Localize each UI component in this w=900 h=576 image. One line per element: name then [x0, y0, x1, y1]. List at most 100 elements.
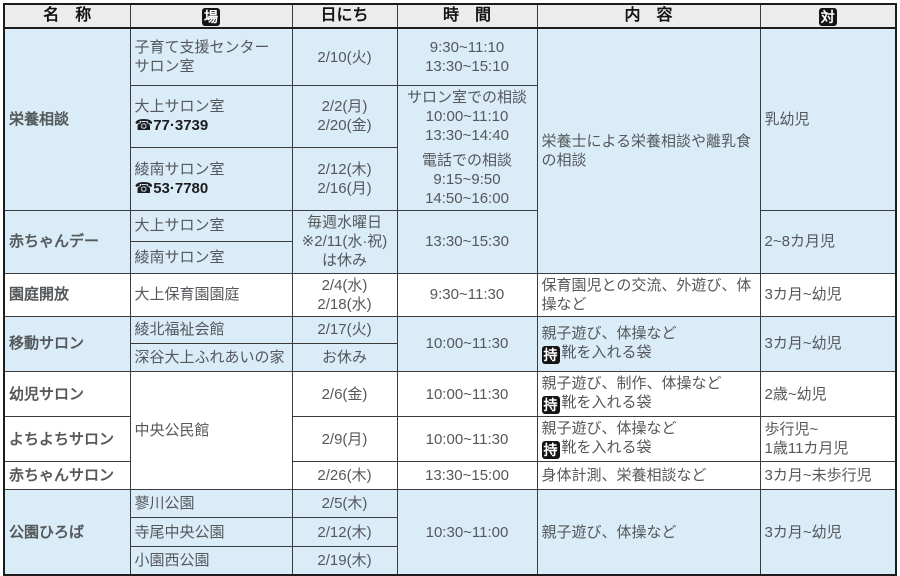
header-name-label: 名 称: [43, 7, 92, 24]
place-line: 子育て支援センター: [134, 39, 270, 57]
row-yoji: 幼児サロン 中央公民館 2/6(金) 10:00~11:30 親子遊び、制作、体…: [3, 371, 897, 491]
row-ido-1: 移動サロン 綾北福祉会館 2/17(火) 10:00~11:30 親子遊び、体操…: [3, 316, 897, 373]
ido-content-cell: 親子遊び、体操など 持靴を入れる袋: [536, 316, 761, 373]
phone-line: ☎77·3739: [135, 116, 288, 135]
ido-place-2-cell: 深谷大上ふれあいの家: [129, 343, 293, 373]
row-akachan-day-1: 赤ちゃんデー 大上サロン室 毎週水曜日 ※2/11(水·祝) は休み 13:30…: [3, 210, 897, 274]
akachan-day-time-cell: 13:30~15:30: [396, 210, 538, 274]
target-badge-icon: 対: [818, 8, 837, 26]
akachan-salon-target-cell: 3カ月~未歩行児: [759, 461, 897, 491]
bring-badge-icon: 持: [541, 396, 560, 415]
akachan-day-place-1-cell: 大上サロン室: [129, 210, 293, 242]
header-time-label: 時 間: [442, 7, 491, 24]
time-line: サロン室での相談: [406, 88, 527, 106]
yochiyochi-date-cell: 2/9(月): [291, 416, 398, 463]
time-line: 14:50~16:00: [425, 189, 509, 207]
time-line: 10:00~11:30: [425, 385, 509, 403]
bring-text: 靴を入れる袋: [561, 344, 652, 362]
kouen-date-3-cell: 2/19(木): [291, 546, 398, 576]
header-time: 時 間: [396, 3, 538, 30]
bring-line: 持靴を入れる袋: [541, 343, 756, 365]
bring-badge-icon: 持: [541, 346, 560, 365]
eiyo-name-cell: 栄養相談: [3, 27, 131, 212]
row-kouen-1: 公園ひろば 蓼川公園 2/5(木) 10:30~11:00 親子遊び、体操など …: [3, 489, 897, 576]
eiyo-place-2-cell: 大上サロン室 ☎77·3739: [129, 84, 293, 148]
yoji-content-cell: 親子遊び、制作、体操など 持靴を入れる袋: [536, 371, 761, 418]
time-line: 10:30~11:00: [425, 523, 509, 541]
row-eiyo-3: 綾南サロン室 ☎53·7780 2/12(木) 2/16(月): [4, 146, 896, 212]
entei-target-cell: 3カ月~幼児: [759, 272, 897, 318]
header-content: 内 容: [536, 3, 761, 30]
entei-name-cell: 園庭開放: [3, 272, 131, 318]
eiyo-content-cell: 栄養士による栄養相談や離乳食の相談: [536, 27, 761, 274]
time-line: 9:15~9:50: [433, 170, 501, 188]
header-content-label: 内 容: [624, 7, 673, 24]
yoji-target-cell: 2歳~幼児: [759, 371, 897, 418]
eiyo-date-2-cell: 2/2(月) 2/20(金): [291, 84, 398, 148]
entei-time-cell: 9:30~11:30: [396, 272, 538, 318]
phone-number: 77·3739: [153, 117, 209, 135]
akachan-salon-time-cell: 13:30~15:00: [396, 461, 538, 491]
date-line: は休み: [321, 252, 367, 270]
yoji-date-cell: 2/6(金): [291, 371, 398, 418]
target-line: 1歳11カ月児: [764, 440, 849, 458]
phone-icon: ☎: [134, 117, 154, 135]
yoji-name-cell: 幼児サロン: [3, 371, 131, 418]
header-target: 対: [759, 3, 897, 30]
row-entei: 園庭開放 大上保育園園庭 2/4(水) 2/18(水) 9:30~11:30 保…: [3, 272, 897, 318]
date-line: 2/20(金): [317, 117, 372, 135]
eiyo-time-1-cell: 9:30~11:10 13:30~15:10: [396, 27, 538, 86]
phone-line: ☎53·7780: [135, 179, 288, 198]
time-line: 13:30~14:40: [425, 127, 509, 145]
ido-date-2-cell: お休み: [291, 343, 398, 373]
place-line: 大上サロン室: [134, 98, 225, 116]
entei-content-cell: 保育園児との交流、外遊び、体操など: [536, 272, 761, 318]
bring-line: 持靴を入れる袋: [541, 438, 756, 460]
header-name: 名 称: [3, 3, 131, 30]
schedule-table: 名 称 場 日にち 時 間 内 容 対 栄養相談 子育て支援センター サロン室 …: [3, 3, 897, 576]
date-line: 2/2(月): [321, 98, 368, 116]
kouen-date-2-cell: 2/12(木): [291, 517, 398, 548]
eiyo-place-3-cell: 綾南サロン室 ☎53·7780: [129, 146, 293, 212]
date-line: 2/16(月): [317, 180, 372, 198]
chuo-kominkan-place-cell: 中央公民館: [129, 371, 293, 491]
bring-text: 靴を入れる袋: [561, 439, 652, 457]
eiyo-place-1-cell: 子育て支援センター サロン室: [129, 27, 293, 86]
time-line: 9:30~11:30: [429, 286, 505, 304]
akachan-day-target-cell: 2~8カ月児: [759, 210, 897, 274]
phone-number: 53·7780: [153, 180, 209, 198]
place-line: サロン室: [134, 58, 195, 76]
content-line: 親子遊び、制作、体操など: [541, 375, 722, 393]
kouen-place-3-cell: 小園西公園: [129, 546, 293, 576]
bring-line: 持靴を入れる袋: [541, 393, 756, 415]
eiyo-time-23-cell: サロン室での相談 10:00~11:10 13:30~14:40 電話での相談 …: [396, 84, 538, 212]
row-akachan-salon: 赤ちゃんサロン 2/26(木) 13:30~15:00 身体計測、栄養相談など …: [3, 461, 897, 491]
ido-name-cell: 移動サロン: [3, 316, 131, 373]
yochiyochi-time-cell: 10:00~11:30: [396, 416, 538, 463]
time-line: 10:00~11:10: [425, 108, 509, 126]
yochiyochi-name-cell: よちよちサロン: [3, 416, 131, 463]
content-line: 親子遊び、体操など: [541, 324, 677, 342]
phone-icon: ☎: [134, 180, 154, 198]
ido-date-1-cell: 2/17(火): [291, 316, 398, 345]
time-line: 電話での相談: [421, 151, 512, 169]
header-date: 日にち: [291, 3, 398, 30]
time-line: 9:30~11:10: [429, 39, 505, 57]
eiyo-date-3-cell: 2/12(木) 2/16(月): [291, 146, 398, 212]
row-eiyo-1: 栄養相談 子育て支援センター サロン室 2/10(火) 9:30~11:10 1…: [3, 27, 897, 274]
ido-target-cell: 3カ月~幼児: [759, 316, 897, 373]
date-line: 2/12(木): [317, 160, 372, 178]
akachan-salon-content-cell: 身体計測、栄養相談など: [536, 461, 761, 491]
akachan-day-name-cell: 赤ちゃんデー: [3, 210, 131, 274]
yoji-time-cell: 10:00~11:30: [396, 371, 538, 418]
yochiyochi-target-cell: 歩行児~ 1歳11カ月児: [759, 416, 897, 463]
time-line: 13:30~15:10: [425, 58, 509, 76]
time-line: 13:30~15:00: [425, 467, 509, 485]
row-yochiyochi: よちよちサロン 2/9(月) 10:00~11:30 親子遊び、体操など 持靴を…: [3, 416, 897, 463]
row-akachan-day-2: 綾南サロン室: [4, 240, 896, 274]
kouen-time-cell: 10:30~11:00: [396, 489, 538, 576]
bring-text: 靴を入れる袋: [561, 394, 652, 412]
ido-place-1-cell: 綾北福祉会館: [129, 316, 293, 345]
eiyo-date-1-cell: 2/10(火): [291, 27, 398, 86]
ido-time-cell: 10:00~11:30: [396, 316, 538, 373]
